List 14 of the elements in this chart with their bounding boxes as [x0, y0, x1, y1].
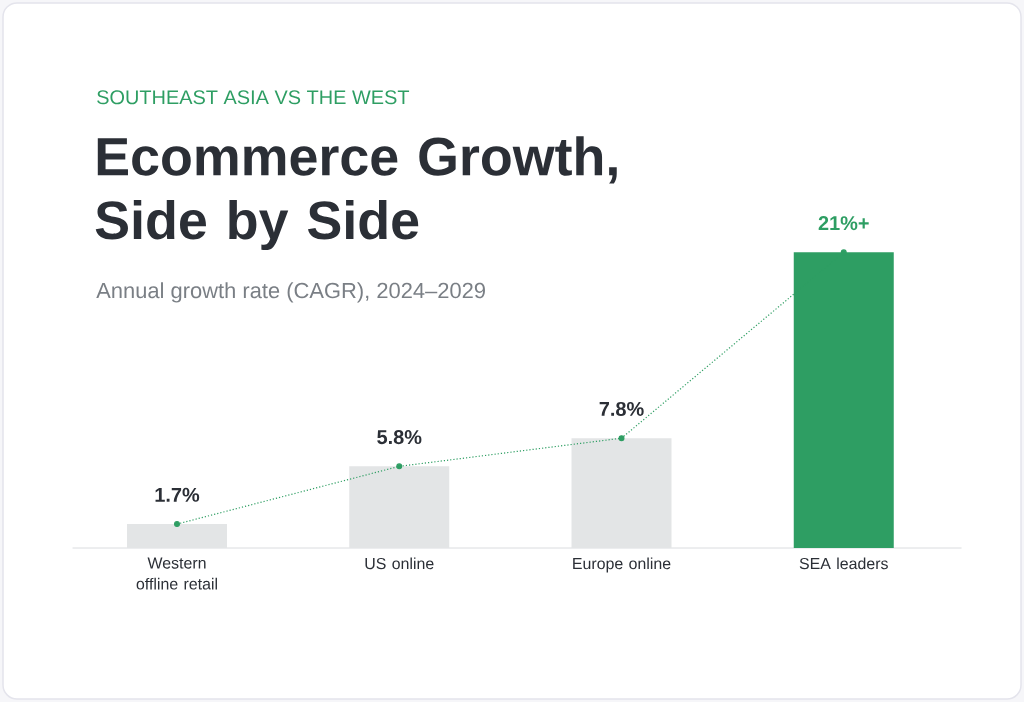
x-tick-label: Europe online: [573, 557, 671, 573]
data-label: 1.7%: [155, 487, 200, 502]
point: [174, 521, 180, 528]
data-label: 7.8%: [599, 401, 644, 416]
text: SOUTHEAST ASIA VS THE WEST: [97, 90, 410, 105]
x-tick-label: Western offline retail: [136, 557, 217, 590]
data-label: 21%+: [818, 216, 869, 231]
point: [396, 463, 403, 470]
x-tick-label: SEA leaders: [799, 557, 888, 570]
text: Annual growth rate (CAGR), 2024–2029: [96, 282, 485, 303]
chart-title: Ecommerce Growth, Side by Side: [95, 136, 617, 251]
point: [618, 435, 625, 442]
x-tick-label: US online: [365, 557, 434, 570]
data-label: 5.8%: [377, 430, 422, 445]
